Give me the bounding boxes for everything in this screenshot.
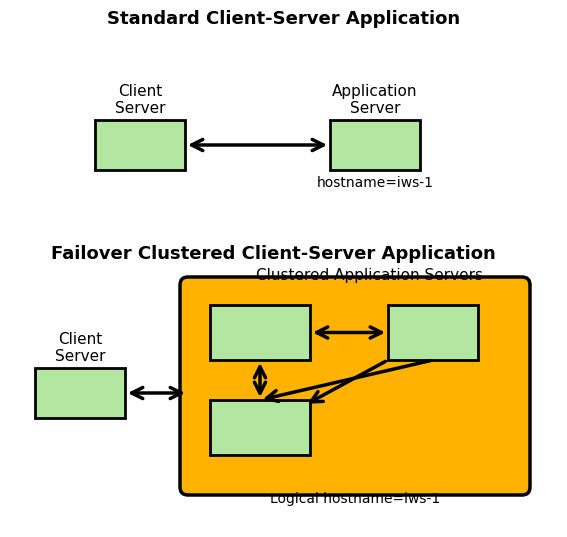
FancyBboxPatch shape (180, 277, 530, 495)
Text: Standard Client-Server Application: Standard Client-Server Application (107, 10, 460, 28)
Bar (210, 305, 310, 360)
Bar (330, 120, 420, 170)
Text: Failover Clustered Client-Server Application: Failover Clustered Client-Server Applica… (51, 245, 496, 263)
Bar (388, 305, 478, 360)
Text: Client
Server: Client Server (115, 84, 165, 116)
Bar (95, 120, 185, 170)
Text: hostname=iws-1: hostname=iws-1 (316, 176, 434, 190)
Bar (35, 368, 125, 418)
Bar (210, 400, 310, 455)
Text: Logical hostname=iws-1: Logical hostname=iws-1 (270, 492, 440, 506)
Text: Clustered Application Servers: Clustered Application Servers (256, 268, 484, 283)
Text: Client
Server: Client Server (55, 332, 105, 364)
Text: Application
Server: Application Server (332, 84, 418, 116)
